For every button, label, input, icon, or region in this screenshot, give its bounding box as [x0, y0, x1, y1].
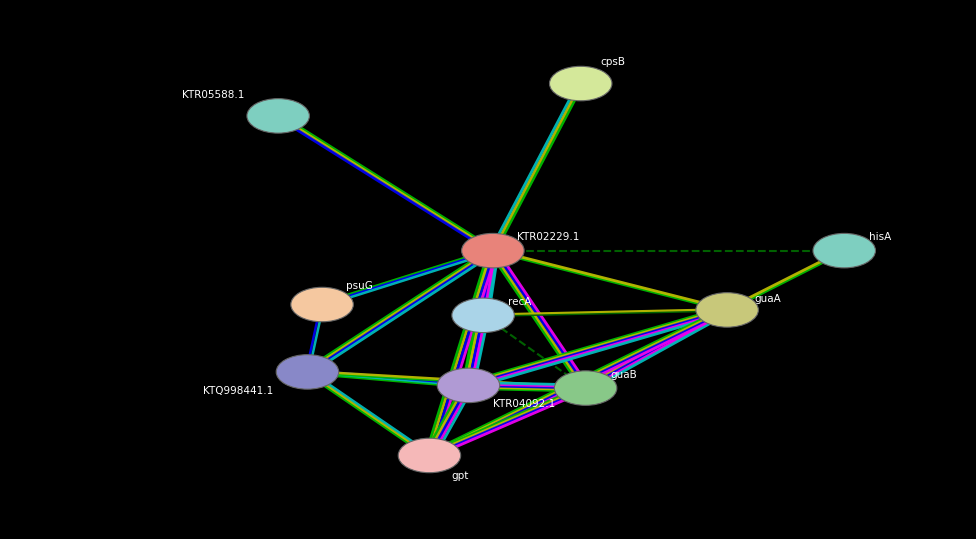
Circle shape — [696, 293, 758, 327]
Circle shape — [549, 66, 612, 101]
Text: cpsB: cpsB — [600, 57, 626, 67]
Circle shape — [276, 355, 339, 389]
Circle shape — [291, 287, 353, 322]
Circle shape — [398, 438, 461, 473]
Circle shape — [452, 298, 514, 333]
Circle shape — [554, 371, 617, 405]
Text: KTR04092.1: KTR04092.1 — [493, 399, 555, 409]
Text: guaA: guaA — [754, 294, 781, 304]
Text: gpt: gpt — [451, 471, 468, 481]
Circle shape — [437, 368, 500, 403]
Text: guaB: guaB — [610, 370, 636, 379]
Text: KTQ998441.1: KTQ998441.1 — [203, 386, 273, 396]
Circle shape — [462, 233, 524, 268]
Text: KTR05588.1: KTR05588.1 — [182, 91, 244, 100]
Circle shape — [247, 99, 309, 133]
Text: hisA: hisA — [869, 232, 891, 242]
Circle shape — [813, 233, 875, 268]
Text: recA: recA — [508, 297, 531, 307]
Text: KTR02229.1: KTR02229.1 — [517, 232, 580, 242]
Text: psuG: psuG — [346, 281, 374, 291]
